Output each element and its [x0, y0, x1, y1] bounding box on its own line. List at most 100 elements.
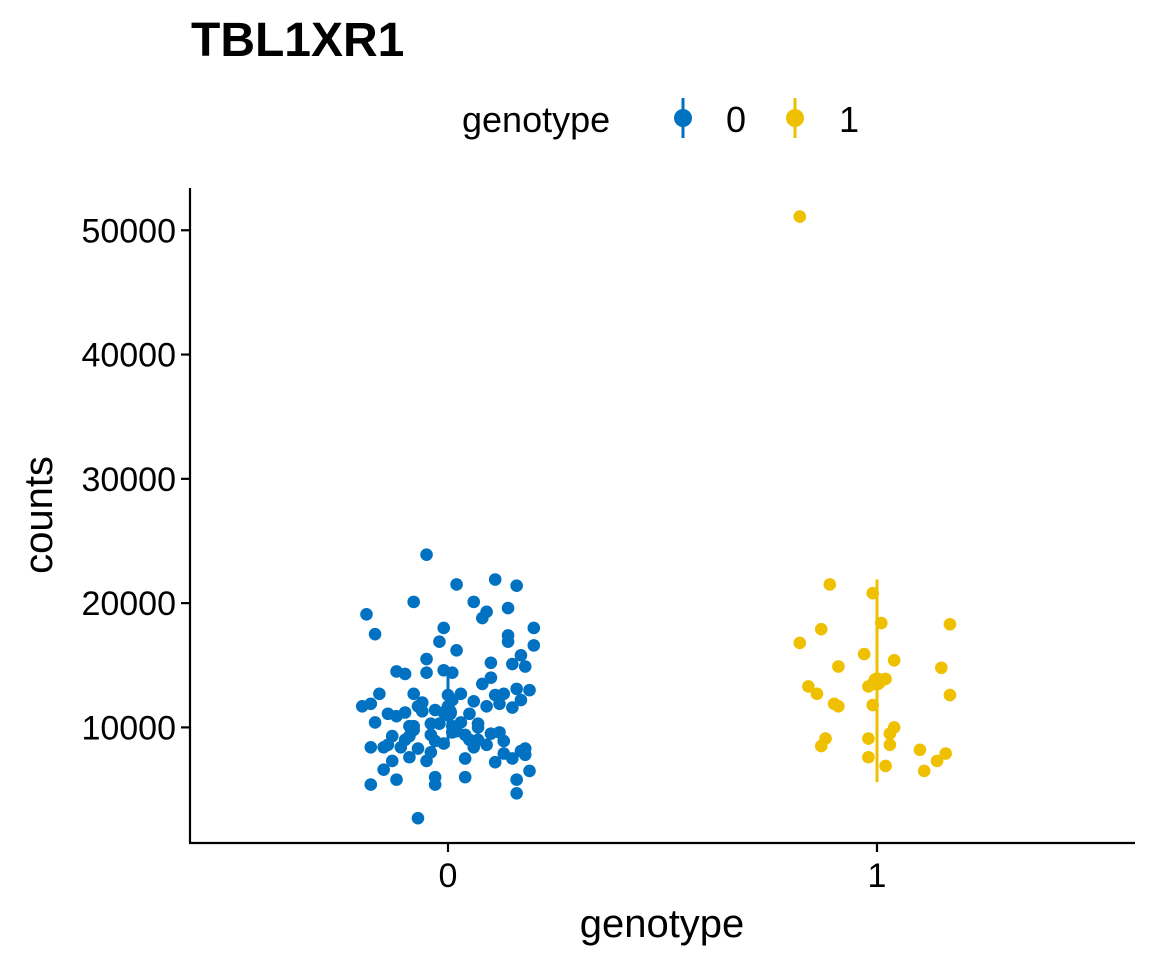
y-axis-title: counts [17, 456, 61, 574]
data-point-genotype-1 [814, 622, 828, 636]
data-point-genotype-0 [527, 621, 541, 635]
data-point-genotype-0 [377, 740, 390, 754]
data-point-genotype-1 [802, 680, 815, 693]
legend-label-1: 1 [839, 99, 859, 140]
data-point-genotype-0 [385, 754, 399, 768]
x-tick-label: 1 [868, 857, 887, 895]
chart-title: TBL1XR1 [191, 14, 404, 67]
data-point-genotype-1 [879, 759, 892, 773]
data-point-genotype-0 [377, 763, 390, 776]
data-point-genotype-1 [943, 617, 957, 631]
data-point-genotype-0 [450, 578, 463, 591]
y-tick-label: 20000 [81, 585, 176, 623]
data-point-genotype-0 [497, 687, 511, 701]
data-point-genotype-0 [458, 770, 472, 784]
mean-point-genotype-0 [439, 703, 457, 722]
data-point-genotype-0 [514, 693, 528, 707]
data-point-genotype-0 [390, 773, 403, 786]
data-point-genotype-0 [488, 573, 502, 586]
data-point-genotype-0 [467, 695, 481, 708]
data-point-genotype-0 [450, 644, 463, 657]
data-point-genotype-1 [935, 661, 948, 675]
data-point-genotype-0 [355, 699, 369, 713]
data-point-genotype-0 [458, 752, 472, 765]
legend-key-point-0 [674, 109, 692, 127]
data-point-genotype-0 [420, 548, 433, 561]
data-point-genotype-0 [364, 778, 378, 791]
data-point-genotype-0 [368, 627, 382, 641]
data-point-genotype-0 [471, 717, 485, 730]
data-point-genotype-1 [793, 636, 807, 650]
data-point-genotype-1 [883, 738, 897, 752]
data-point-genotype-0 [480, 605, 493, 619]
data-point-genotype-0 [501, 601, 515, 615]
data-point-genotype-0 [360, 608, 373, 621]
data-point-genotype-0 [484, 671, 498, 684]
data-point-genotype-0 [407, 687, 420, 701]
data-point-genotype-0 [454, 716, 468, 729]
data-point-genotype-0 [480, 738, 493, 752]
legend: genotype 0 1 [462, 98, 859, 140]
y-axis-ticks: 10000 20000 30000 40000 50000 [81, 212, 190, 747]
data-point-genotype-0 [506, 657, 519, 671]
data-point-genotype-0 [510, 773, 523, 786]
data-point-genotype-1 [823, 578, 837, 591]
data-point-genotype-0 [518, 660, 532, 673]
legend-label-0: 0 [726, 99, 746, 140]
data-point-genotype-1 [832, 660, 845, 673]
data-point-genotype-1 [793, 210, 807, 223]
data-point-genotype-0 [454, 687, 468, 701]
legend-key-point-1 [786, 109, 804, 127]
data-point-genotype-0 [411, 811, 425, 825]
data-point-genotype-1 [939, 747, 952, 760]
data-point-genotype-1 [917, 764, 931, 778]
summary-markers [439, 579, 886, 783]
data-point-genotype-0 [403, 750, 416, 764]
data-point-genotype-0 [415, 696, 429, 709]
data-point-genotype-0 [364, 740, 378, 754]
data-point-genotype-1 [857, 647, 871, 661]
data-point-genotype-1 [887, 653, 901, 667]
data-point-genotype-1 [862, 732, 875, 745]
data-point-genotype-0 [514, 649, 528, 662]
data-point-genotype-0 [497, 734, 511, 748]
data-point-genotype-0 [398, 667, 412, 681]
data-point-genotype-0 [415, 704, 429, 718]
data-point-genotype-0 [480, 699, 493, 713]
data-point-genotype-0 [523, 764, 536, 778]
y-tick-label: 50000 [81, 212, 176, 250]
y-tick-label: 30000 [81, 461, 176, 499]
data-point-genotype-0 [433, 717, 446, 730]
data-point-genotype-0 [420, 652, 433, 666]
data-point-genotype-0 [407, 595, 420, 609]
y-tick-label: 40000 [81, 337, 176, 375]
legend-title: genotype [462, 99, 610, 140]
data-point-genotype-1 [832, 699, 845, 713]
data-point-genotype-1 [943, 688, 957, 702]
data-point-genotype-0 [510, 579, 523, 593]
data-point-genotype-0 [501, 629, 515, 642]
data-point-genotype-0 [506, 701, 519, 714]
data-point-genotype-0 [506, 752, 519, 765]
data-point-genotype-0 [493, 697, 506, 711]
y-tick-label: 10000 [81, 709, 176, 747]
data-point-genotype-0 [523, 683, 536, 697]
x-axis-title: genotype [580, 902, 745, 946]
data-point-genotype-0 [484, 656, 498, 670]
x-tick-label: 0 [439, 857, 458, 895]
data-point-genotype-0 [488, 755, 502, 769]
data-point-genotype-0 [527, 639, 541, 652]
data-point-genotype-0 [428, 778, 442, 791]
data-point-genotype-0 [420, 666, 433, 680]
data-point-genotype-0 [403, 729, 416, 743]
data-point-genotype-1 [810, 687, 824, 701]
data-point-genotype-0 [467, 595, 481, 609]
data-point-genotype-0 [467, 740, 481, 754]
data-point-genotype-0 [424, 745, 438, 759]
data-point-genotype-0 [411, 742, 425, 755]
data-point-genotype-0 [463, 707, 476, 721]
data-point-genotype-1 [819, 732, 832, 745]
data-point-genotype-0 [437, 621, 451, 635]
